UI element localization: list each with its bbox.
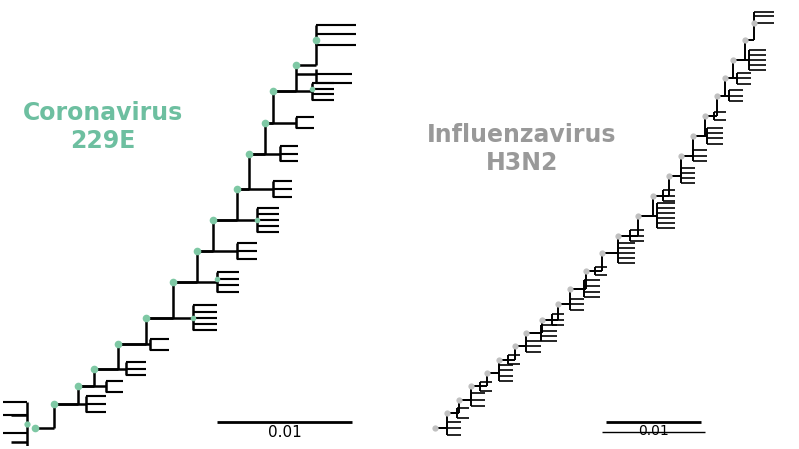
Text: 0.01: 0.01 <box>268 425 301 440</box>
Text: Coronavirus
229E: Coronavirus 229E <box>22 101 183 153</box>
Text: 0.01: 0.01 <box>638 424 669 438</box>
Text: Influenzavirus
H3N2: Influenzavirus H3N2 <box>427 123 617 175</box>
